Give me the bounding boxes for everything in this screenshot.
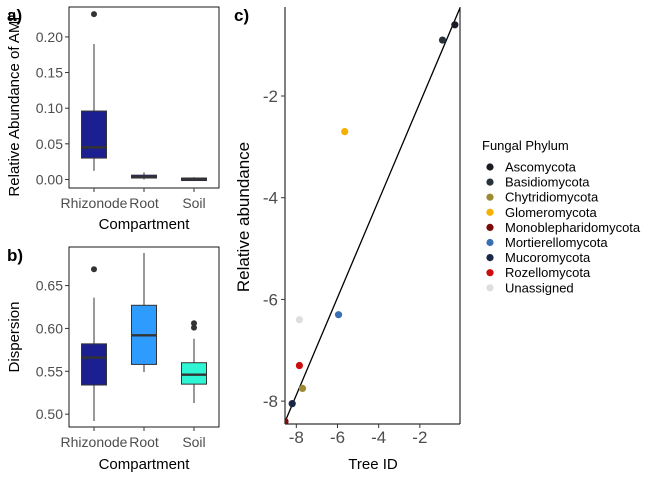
outlier-point [191,324,197,331]
outlier-point [191,320,197,327]
y-tick-label: -8 [263,392,278,411]
legend-entry-label: Chytridiomycota [505,190,599,205]
y-tick-label: 0.00 [36,171,63,187]
legend-entry-label: Rozellomycota [505,265,591,280]
data-point [285,417,289,424]
panel-b-ylabel: Dispersion [6,302,23,373]
legend-swatch [486,178,494,186]
x-tick-label: -2 [412,428,427,447]
box-iqr [81,343,107,386]
legend-title: Fungal Phylum [482,138,569,153]
data-point [451,21,459,29]
data-point [438,36,447,44]
y-tick-label: -6 [263,290,278,309]
box-iqr [81,110,107,159]
fit-line [285,7,460,424]
panel-a-ylabel: Relative Abundance of AMF [6,11,23,196]
panel-a-label: a) [7,6,22,25]
y-tick-label: 0.20 [36,29,63,45]
panel-b-label: b) [7,246,23,265]
data-point [295,316,304,324]
legend-swatch [486,254,494,262]
legend: Fungal Phylum AscomycotaBasidiomycotaChy… [482,138,641,295]
panel-c: c) Relative abundance Tree ID -8 -6 -4 -2 -8… [234,6,461,473]
y-tick-label: -4 [263,189,278,208]
panel-c-xlabel: Tree ID [348,456,398,473]
box-iqr [181,362,207,385]
panel-c-label: c) [234,6,249,25]
outlier-point [91,266,97,273]
legend-entry-label: Ascomycota [505,160,577,175]
legend-entry-label: Monoblepharidomycota [505,220,641,235]
y-tick-label: 0.05 [36,136,63,152]
legend-entry-label: Unassigned [505,280,574,295]
x-tick-label: Rhizonode [61,195,128,211]
x-tick-label: Soil [182,434,205,450]
legend-entry-label: Basidiomycota [505,175,590,190]
y-tick-label: 0.15 [36,65,63,81]
legend-entry-label: Mortierellomycota [505,235,608,250]
panel-c-ylabel: Relative abundance [234,142,253,292]
x-tick-label: Root [129,434,159,450]
x-tick-label: Soil [182,195,205,211]
data-point [298,384,307,393]
legend-entry-label: Glomeromycota [505,205,598,220]
data-point [288,400,296,408]
x-tick-label: -8 [289,428,304,447]
y-tick-label: 0.10 [36,100,63,116]
panel-b-xlabel: Compartment [99,456,191,473]
legend-swatch [486,193,494,201]
y-tick-label: -2 [263,87,278,106]
legend-swatch [486,269,494,277]
x-tick-label: -4 [371,428,386,447]
panel-a-xlabel: Compartment [99,216,191,233]
legend-swatch [486,223,494,231]
panel-a: a) Relative Abundance of AMF Compartment… [6,6,220,233]
data-point [341,127,349,136]
data-point [334,311,343,319]
y-tick-label: 0.50 [36,406,63,422]
y-tick-label: 0.65 [36,278,63,294]
legend-swatch [486,238,494,247]
legend-swatch [486,208,494,216]
legend-entry-label: Mucoromycota [505,250,591,265]
y-tick-label: 0.60 [36,320,63,336]
x-tick-label: -6 [330,428,345,447]
x-tick-label: Root [129,195,159,211]
panel-frame [68,6,220,189]
legend-swatch [486,284,494,292]
data-point [295,361,304,370]
outlier-point [91,11,97,18]
panel-b: b) Dispersion Compartment 0.50 0.55 0.60 0.… [6,246,220,473]
legend-swatch [486,163,494,171]
plot-area [285,7,460,424]
x-tick-label: Rhizonode [61,434,128,450]
y-tick-label: 0.55 [36,363,63,379]
